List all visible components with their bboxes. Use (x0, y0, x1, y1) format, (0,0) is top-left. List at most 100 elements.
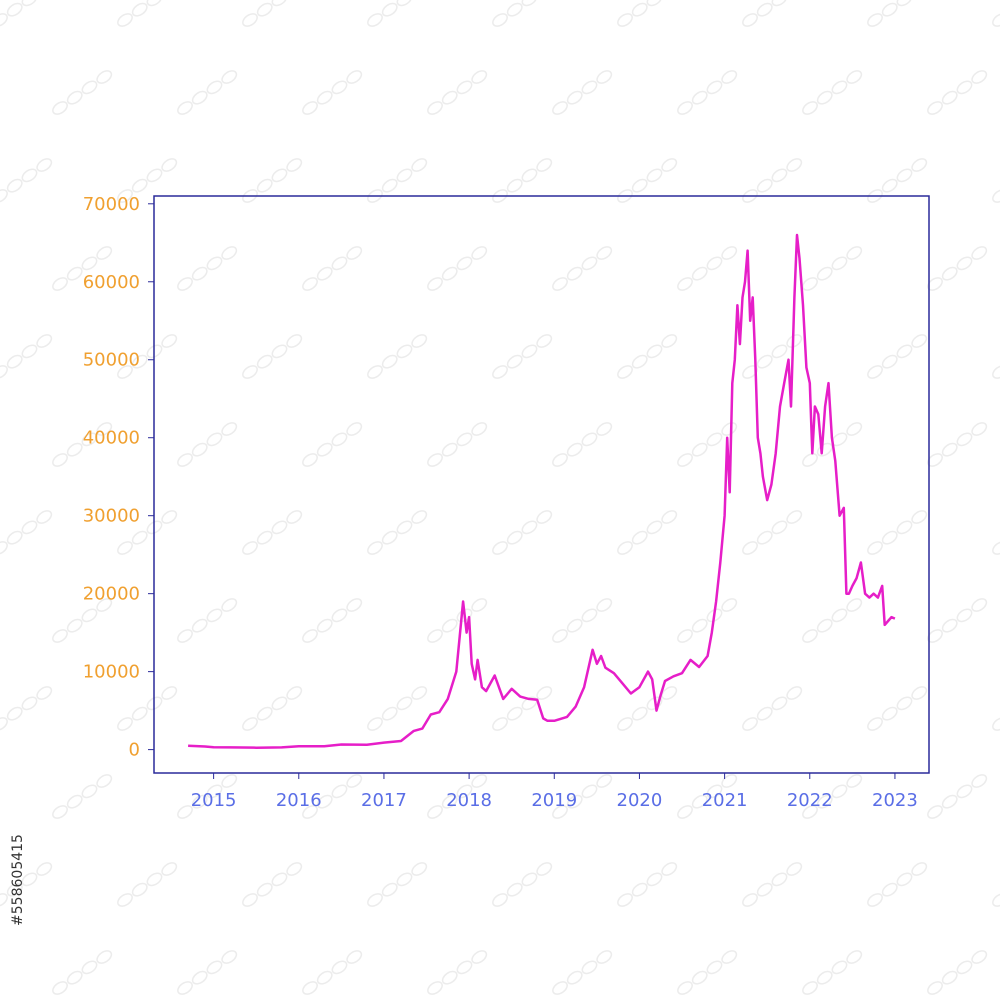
x-tick-label: 2020 (617, 790, 663, 811)
watermark-mark (677, 422, 738, 467)
watermark-mark (302, 70, 363, 115)
watermark-mark (867, 0, 913, 27)
watermark-mark (0, 686, 53, 731)
watermark-mark (992, 717, 1000, 731)
stock-id-text: #558605415 (10, 834, 26, 926)
watermark-mark (242, 686, 303, 731)
watermark-mark (242, 158, 303, 203)
watermark-mark (927, 422, 988, 467)
watermark-mark (802, 950, 863, 995)
watermark-mark (52, 70, 113, 115)
watermark-mark (927, 774, 988, 819)
watermark-mark (552, 598, 613, 643)
watermark-mark (677, 598, 738, 643)
watermark-mark (677, 950, 738, 995)
watermark-mark (302, 950, 363, 995)
watermark-mark (492, 862, 553, 907)
watermark-mark (867, 158, 928, 203)
watermark-mark (677, 246, 738, 291)
x-tick-label: 2016 (276, 790, 322, 811)
watermark-mark (867, 510, 928, 555)
watermark-mark (867, 686, 928, 731)
watermark-mark (0, 158, 53, 203)
watermark-mark (302, 598, 363, 643)
watermark-mark (242, 334, 303, 379)
watermark-mark (552, 70, 613, 115)
watermark-mark (742, 862, 803, 907)
y-tick-label: 50000 (83, 350, 140, 371)
watermark-mark (742, 0, 788, 27)
watermark-mark (492, 158, 553, 203)
watermark-mark (0, 0, 38, 27)
watermark-mark (802, 246, 863, 291)
watermark-mark (992, 365, 1000, 379)
watermark-mark (802, 422, 863, 467)
watermark-mark (927, 598, 988, 643)
stock-id-label: #558605415 (0, 760, 36, 1000)
watermark-mark (492, 686, 553, 731)
plot-frame (153, 195, 930, 774)
watermark-mark (617, 0, 663, 27)
watermark-mark (177, 70, 238, 115)
watermark-mark (367, 158, 428, 203)
watermark-mark (367, 862, 428, 907)
watermark-mark (927, 70, 988, 115)
watermark-mark (367, 686, 428, 731)
watermark-mark (0, 334, 53, 379)
watermark-mark (0, 862, 53, 907)
watermark-mark (617, 862, 678, 907)
watermark-mark (177, 422, 238, 467)
y-tick-label: 10000 (83, 662, 140, 683)
watermark-mark (0, 510, 53, 555)
watermark-mark (992, 893, 1000, 907)
watermark-mark (867, 862, 928, 907)
x-tick-label: 2015 (191, 790, 237, 811)
watermark-mark (742, 158, 803, 203)
watermark-mark (427, 774, 488, 819)
y-tick-label: 30000 (83, 506, 140, 527)
watermark-mark (367, 0, 413, 27)
watermark-mark (802, 598, 863, 643)
watermark-mark (117, 334, 178, 379)
watermark-mark (52, 422, 113, 467)
watermark-mark (677, 70, 738, 115)
watermark-mark (617, 686, 678, 731)
watermark-mark (117, 510, 178, 555)
watermark-mark (427, 246, 488, 291)
watermark-mark (427, 950, 488, 995)
x-tick-label: 2018 (446, 790, 492, 811)
watermark-mark (427, 598, 488, 643)
watermark-mark (802, 70, 863, 115)
watermark-mark (927, 950, 988, 995)
watermark-mark (552, 774, 613, 819)
watermark-mark (742, 510, 803, 555)
watermark-mark (867, 334, 928, 379)
watermark-mark (617, 334, 678, 379)
watermark-mark (492, 0, 538, 27)
y-tick-label: 40000 (83, 428, 140, 449)
x-tick-label: 2022 (787, 790, 833, 811)
watermark-mark (992, 13, 1000, 27)
watermark-mark (367, 334, 428, 379)
y-axis: 0 10000 20000 30000 40000 50000 60000 70000 (83, 194, 154, 761)
watermark-mark (367, 510, 428, 555)
watermark-mark (117, 862, 178, 907)
watermark-mark (992, 189, 1000, 203)
watermark-mark (117, 686, 178, 731)
watermark-mark (302, 774, 363, 819)
watermark-mark (492, 510, 553, 555)
watermark-mark (492, 334, 553, 379)
y-tick-label: 70000 (83, 194, 140, 215)
y-tick-label: 60000 (83, 272, 140, 293)
watermark-mark (117, 0, 163, 27)
watermark-mark (117, 158, 178, 203)
watermark-mark (177, 246, 238, 291)
watermark-mark (552, 246, 613, 291)
x-tick-label: 2023 (872, 790, 918, 811)
series-line (188, 233, 896, 749)
watermark-mark (742, 334, 803, 379)
watermark-mark (52, 774, 113, 819)
watermark-mark (302, 422, 363, 467)
watermark-mark (242, 862, 303, 907)
